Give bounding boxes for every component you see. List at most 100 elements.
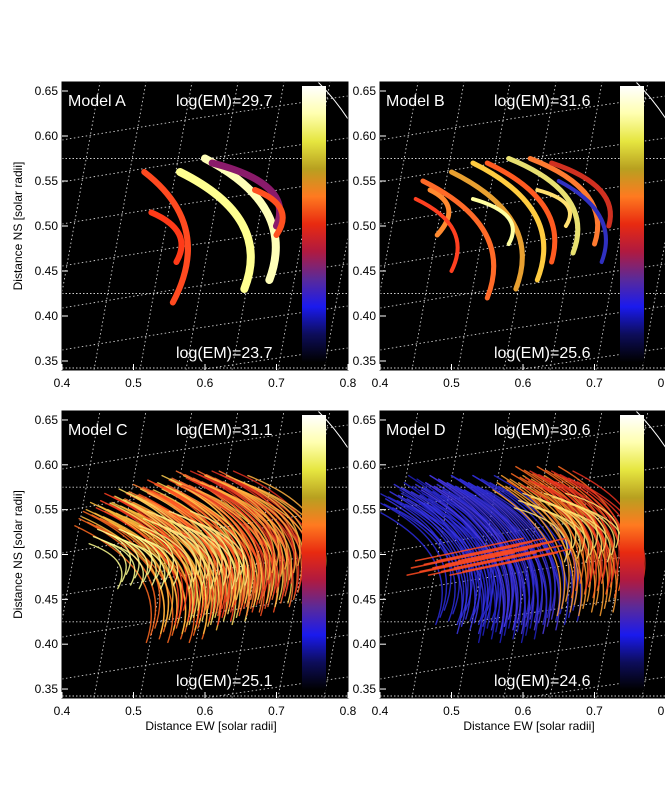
coronal-loop xyxy=(522,492,577,549)
coronal-loop xyxy=(131,543,166,590)
y-tick-label: 0.45 xyxy=(35,592,59,606)
x-tick-label: 0.6 xyxy=(515,376,532,390)
model-label: Model A xyxy=(68,93,126,110)
limb-arc xyxy=(317,82,348,120)
coronal-loop xyxy=(548,503,603,559)
x-axis-title: Distance EW [solar radii] xyxy=(463,719,594,733)
x-tick-label: 0.7 xyxy=(268,376,285,390)
y-tick-label: 0.45 xyxy=(353,264,377,278)
model-label: Model D xyxy=(386,422,446,439)
coronal-loop xyxy=(171,477,255,601)
panel-model-a: 0.4 0.5 0.6 0.7 0.8 0.35 0.40 0.45 0.50 0.55 0.60 0… xyxy=(11,81,357,390)
y-tick-label: 0.50 xyxy=(35,219,59,233)
coronal-loop xyxy=(420,178,497,301)
coronal-loop xyxy=(520,484,590,590)
x-tick-label: 0.4 xyxy=(54,704,71,718)
y-axis-title: Distance NS [solar radii] xyxy=(11,162,25,291)
grid-parallel xyxy=(62,424,348,470)
grid-meridian xyxy=(277,82,331,370)
coronal-loop xyxy=(546,477,616,583)
grid-parallel xyxy=(380,263,665,309)
coronal-loop xyxy=(142,486,227,610)
coronal-loop xyxy=(535,507,590,563)
coronal-loop xyxy=(467,482,552,627)
coronal-loop xyxy=(462,548,571,573)
plot-content xyxy=(380,82,665,370)
coronal-loop xyxy=(159,493,244,617)
coronal-loop xyxy=(144,539,179,586)
coronal-loop xyxy=(429,474,513,620)
coronal-loop xyxy=(506,156,581,256)
coronal-loop xyxy=(453,544,563,569)
grid-meridian xyxy=(411,82,465,370)
coronal-loop xyxy=(82,510,161,629)
coronal-loop xyxy=(406,551,516,576)
y-tick-label: 0.35 xyxy=(353,682,377,696)
y-tick-label: 0.50 xyxy=(353,219,377,233)
coronal-loop xyxy=(410,544,520,569)
grid-parallel xyxy=(62,634,348,680)
grid-parallel xyxy=(380,95,665,141)
grid-meridian xyxy=(139,82,193,370)
x-tick-label: 0.8 xyxy=(658,704,665,718)
coronal-loop xyxy=(188,484,273,608)
y-tick-label: 0.35 xyxy=(35,682,59,696)
x-axis-title: Distance EW [solar radii] xyxy=(145,719,276,733)
y-tick-label: 0.45 xyxy=(35,264,59,278)
y-tick-label: 0.65 xyxy=(353,84,377,98)
plot-area xyxy=(62,82,348,370)
em-min-label: log(EM)=23.7 xyxy=(176,345,273,362)
coronal-loop xyxy=(472,474,556,611)
grid-meridian xyxy=(457,411,511,698)
x-tick-label: 0.8 xyxy=(340,704,357,718)
limb-arc xyxy=(635,411,665,448)
coronal-loop xyxy=(114,495,198,618)
coronal-loop xyxy=(513,507,568,563)
coronal-loop xyxy=(95,507,180,626)
coronal-loop xyxy=(565,492,620,549)
grid-parallel xyxy=(380,424,665,470)
coronal-loop xyxy=(88,543,123,590)
coronal-loop xyxy=(484,160,558,265)
colorbar xyxy=(302,415,326,690)
coronal-loop xyxy=(155,482,240,606)
coronal-loop xyxy=(535,188,572,228)
coronal-loop xyxy=(139,528,174,575)
y-tick-label: 0.40 xyxy=(35,637,59,651)
x-tick-label: 0.6 xyxy=(197,376,214,390)
x-tick-label: 0.4 xyxy=(54,376,71,390)
coronal-loop xyxy=(470,160,547,283)
x-tick-label: 0.6 xyxy=(197,704,214,718)
coronal-loop xyxy=(252,187,286,238)
grid-parallel xyxy=(380,634,665,680)
coronal-loop xyxy=(98,505,183,624)
coronal-loop xyxy=(124,498,208,617)
coronal-loop xyxy=(530,496,586,552)
coronal-loop xyxy=(138,525,193,590)
grid-parallel xyxy=(380,550,665,596)
x-tick-label: 0.7 xyxy=(586,704,603,718)
coronal-loop xyxy=(105,532,140,579)
coronal-loop xyxy=(141,169,191,306)
coronal-loop xyxy=(92,535,127,583)
coronal-loop xyxy=(446,482,531,636)
grid-meridian xyxy=(641,240,665,370)
coronal-loop xyxy=(208,159,284,230)
coronal-loop xyxy=(115,512,200,631)
x-tick-label: 0.8 xyxy=(658,376,665,390)
coronal-loop xyxy=(85,508,170,627)
panels: 0.4 0.5 0.6 0.7 0.8 0.35 0.40 0.45 0.50 0.55 0.60 0… xyxy=(11,81,665,733)
coronal-loop xyxy=(127,532,162,579)
coronal-loop xyxy=(549,160,613,229)
x-tick-label: 0.6 xyxy=(515,704,532,718)
coronal-loop xyxy=(109,502,194,626)
panel-model-c: 0.4 0.5 0.6 0.7 0.8 0.35 0.40 0.45 0.50 0.55 0.60 0… xyxy=(11,410,357,733)
y-tick-label: 0.35 xyxy=(353,354,377,368)
coronal-loop xyxy=(510,473,580,592)
plot-content xyxy=(62,82,348,370)
x-tick-label: 0.5 xyxy=(125,376,142,390)
coronal-loop xyxy=(538,473,607,579)
grid-meridian xyxy=(457,82,511,370)
